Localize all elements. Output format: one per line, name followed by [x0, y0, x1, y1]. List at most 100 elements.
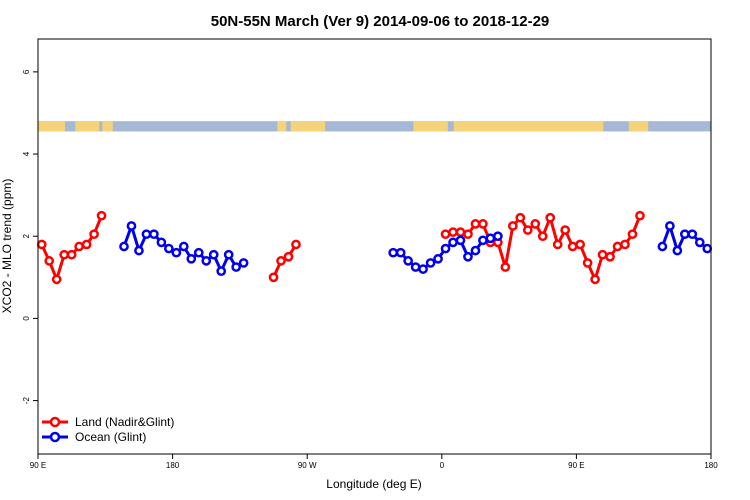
data-point — [702, 243, 713, 254]
data-point — [448, 227, 458, 237]
data-point — [66, 249, 77, 260]
data-point — [283, 251, 294, 262]
data-point — [552, 239, 563, 250]
data-point — [156, 237, 167, 248]
data-point — [208, 249, 219, 260]
data-point — [478, 219, 488, 229]
data-point — [657, 241, 668, 252]
land-band-segment — [102, 121, 113, 132]
legend-item-land: Land (Nadir&Glint) — [42, 415, 174, 429]
data-point — [507, 221, 518, 231]
y-tick-label: 0 — [22, 316, 31, 321]
data-point — [627, 229, 638, 240]
data-point — [500, 262, 511, 272]
data-point — [51, 274, 62, 285]
data-point — [440, 243, 451, 254]
data-point — [36, 239, 47, 250]
data-point — [141, 229, 152, 240]
data-point — [74, 241, 84, 252]
data-point — [478, 235, 488, 246]
data-point — [223, 249, 234, 260]
chart-title: 50N-55N March (Ver 9) 2014-09-06 to 2018… — [211, 13, 550, 30]
data-point — [403, 256, 413, 266]
data-point — [522, 225, 533, 235]
data-point — [425, 258, 436, 268]
y-axis-label: XCO2 - MLO trend (ppm) — [0, 179, 14, 314]
data-point — [89, 229, 99, 240]
data-point — [545, 212, 556, 223]
land-band-segment — [453, 121, 604, 132]
x-axis: 90 E 180 90 W 0 90 E 180 — [30, 454, 718, 470]
data-point — [276, 256, 286, 266]
x-tick-label: 180 — [166, 461, 180, 470]
data-point — [418, 264, 428, 274]
series-layer — [36, 210, 713, 285]
x-tick-label: 90 W — [298, 461, 317, 470]
data-point — [672, 245, 683, 256]
data-point — [193, 247, 204, 258]
data-point — [679, 229, 690, 240]
data-point — [388, 247, 399, 258]
data-point — [268, 272, 279, 283]
data-point — [96, 210, 107, 221]
legend-label-ocean: Ocean (Glint) — [75, 430, 146, 444]
data-point — [470, 245, 481, 256]
data-point — [515, 212, 526, 223]
land-band-segment — [75, 121, 100, 132]
plot-frame — [37, 38, 712, 455]
ocean-band — [38, 121, 711, 132]
data-point — [119, 241, 129, 252]
data-point — [582, 258, 593, 268]
y-axis: -2 0 2 4 6 — [22, 69, 38, 404]
data-point — [575, 239, 585, 250]
data-point — [433, 253, 443, 264]
data-point — [291, 239, 301, 250]
data-point — [455, 227, 466, 237]
data-point — [216, 266, 227, 277]
data-point — [455, 235, 466, 246]
data-point — [448, 237, 458, 248]
data-point — [171, 247, 182, 258]
x-tick-label: 180 — [704, 461, 718, 470]
y-tick-label: 4 — [22, 151, 31, 156]
data-point — [687, 229, 698, 240]
data-point — [440, 229, 451, 240]
x-axis-label: Longitude (deg E) — [326, 477, 421, 491]
data-point — [231, 262, 242, 272]
data-point — [81, 239, 92, 250]
data-point — [238, 258, 249, 268]
data-point — [470, 219, 481, 229]
data-point — [635, 210, 645, 221]
legend-label-land: Land (Nadir&Glint) — [75, 415, 174, 429]
data-point — [605, 251, 615, 262]
data-point — [201, 256, 212, 266]
data-point — [178, 241, 189, 252]
data-point — [410, 262, 421, 272]
x-tick-label: 90 E — [568, 461, 584, 470]
data-point — [590, 274, 600, 285]
data-point — [134, 245, 144, 256]
data-point — [126, 221, 137, 231]
land-band-segment — [38, 121, 65, 132]
x-tick-label: 90 E — [30, 461, 46, 470]
data-point — [530, 219, 541, 229]
land-band-segment — [277, 121, 287, 132]
legend-item-ocean: Ocean (Glint) — [42, 430, 146, 444]
data-point — [164, 243, 174, 254]
data-point — [560, 225, 571, 235]
data-point — [59, 249, 70, 260]
data-point — [493, 231, 503, 242]
land-ocean-band — [38, 121, 711, 132]
data-point — [395, 247, 406, 258]
data-point — [567, 241, 578, 252]
y-tick-label: -2 — [22, 396, 31, 404]
land-band-segment — [628, 121, 649, 132]
series-land — [36, 210, 645, 285]
data-point — [485, 233, 496, 244]
land-band-segment — [413, 121, 448, 132]
data-point — [665, 221, 675, 231]
data-point — [620, 239, 630, 250]
y-tick-label: 2 — [22, 233, 31, 238]
legend: Land (Nadir&Glint) Ocean (Glint) — [42, 415, 174, 444]
